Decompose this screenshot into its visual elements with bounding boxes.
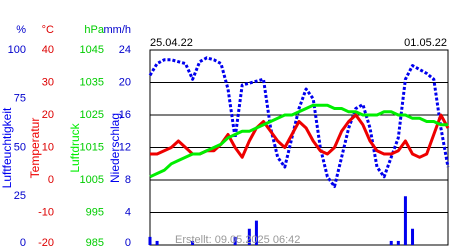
bar	[396, 240, 400, 245]
y-tick-label: 25	[14, 190, 26, 202]
bar	[254, 220, 258, 245]
y-tick-label: 0	[125, 237, 131, 249]
y-tick-label: 995	[86, 206, 104, 218]
y-tick-label: 16	[119, 109, 131, 121]
y-tick-label: -10	[38, 206, 54, 218]
y-tick-label: 1035	[80, 76, 104, 88]
bar	[403, 196, 407, 245]
y-tick-label: 0	[48, 174, 54, 186]
series-name: Temperatur	[28, 118, 42, 179]
bar	[155, 240, 159, 245]
y-tick-label: 30	[42, 76, 54, 88]
date-start: 25.04.22	[150, 37, 193, 49]
y-tick-label: 10	[42, 141, 54, 153]
y-tick-label: 40	[42, 44, 54, 56]
y-tick-label: 24	[119, 44, 131, 56]
axis-unit: %	[16, 24, 26, 36]
y-tick-label: 1005	[80, 174, 104, 186]
y-tick-label: 20	[42, 109, 54, 121]
y-tick-label: 8	[125, 174, 131, 186]
series-name: Luftfeuchtigkeit	[0, 107, 14, 188]
y-tick-label: 985	[86, 237, 104, 249]
bar	[233, 236, 237, 245]
series-name: Niederschlag	[108, 113, 122, 183]
axis-unit: hPa	[84, 24, 104, 36]
bar	[389, 240, 393, 245]
date-end: 01.05.22	[404, 37, 447, 49]
y-tick-label: 100	[8, 44, 26, 56]
bar	[247, 228, 251, 245]
series-line	[148, 56, 450, 188]
y-tick-label: 0	[20, 237, 26, 249]
bar	[411, 228, 415, 245]
y-tick-label: 1025	[80, 109, 104, 121]
y-tick-label: -20	[38, 237, 54, 249]
axis-unit: mm/h	[104, 24, 132, 36]
series-line	[150, 113, 450, 159]
bar	[148, 236, 152, 245]
y-tick-label: 12	[119, 141, 131, 153]
axis-unit: °C	[42, 24, 54, 36]
y-tick-label: 75	[14, 93, 26, 105]
y-tick-label: 50	[14, 141, 26, 153]
series-line	[149, 103, 448, 179]
y-tick-label: 1045	[80, 44, 104, 56]
y-tick-label: 4	[125, 206, 131, 218]
y-tick-label: 1015	[80, 141, 104, 153]
series-name: Luftdruck	[68, 122, 82, 172]
created-note: Erstellt: 09.05.2025 06:42	[175, 234, 300, 246]
bar	[191, 240, 195, 245]
y-tick-label: 20	[119, 76, 131, 88]
